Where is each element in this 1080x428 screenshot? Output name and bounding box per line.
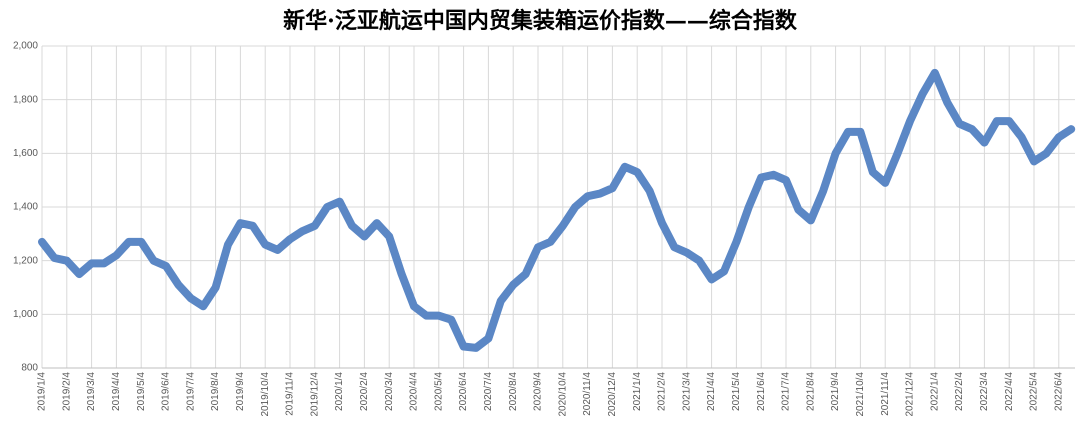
x-tick-label: 2021/9/4 [830, 372, 841, 411]
x-tick-label: 2022/6/4 [1053, 372, 1064, 411]
x-tick-label: 2022/5/4 [1029, 372, 1040, 411]
x-tick-label: 2020/10/4 [557, 372, 568, 417]
y-tick-label: 2,000 [13, 41, 38, 52]
x-tick-label: 2020/3/4 [384, 372, 395, 411]
x-tick-label: 2020/9/4 [533, 372, 544, 411]
x-tick-label: 2021/6/4 [756, 372, 767, 411]
y-tick-label: 1,400 [13, 202, 38, 213]
y-tick-label: 1,000 [13, 309, 38, 320]
y-tick-label: 1,800 [13, 94, 38, 105]
x-tick-label: 2020/7/4 [483, 372, 494, 411]
x-tick-label: 2021/11/4 [880, 372, 891, 416]
x-tick-label: 2019/5/4 [136, 372, 147, 411]
line-series [38, 68, 1076, 352]
x-tick-label: 2019/11/4 [285, 372, 296, 416]
x-tick-label: 2020/2/4 [359, 372, 370, 411]
x-tick-label: 2022/3/4 [979, 372, 990, 411]
x-tick-label: 2019/6/4 [161, 372, 172, 411]
x-tick-label: 2021/7/4 [781, 372, 792, 411]
x-tick-label: 2020/5/4 [433, 372, 444, 411]
x-tick-label: 2021/12/4 [905, 372, 916, 417]
x-tick-label: 2020/4/4 [409, 372, 420, 411]
x-tick-label: 2022/4/4 [1004, 372, 1015, 411]
x-tick-label: 2019/9/4 [235, 372, 246, 411]
y-tick-label: 1,600 [13, 148, 38, 159]
y-tick-label: 1,200 [13, 255, 38, 266]
x-tick-label: 2022/1/4 [929, 372, 940, 411]
x-tick-label: 2019/4/4 [111, 372, 122, 411]
x-tick-label: 2020/8/4 [508, 372, 519, 411]
x-tick-label: 2021/10/4 [855, 372, 866, 417]
x-tick-label: 2019/12/4 [309, 372, 320, 417]
x-tick-label: 2021/4/4 [706, 372, 717, 411]
x-tick-label: 2021/5/4 [731, 372, 742, 411]
y-tick-label: 800 [21, 363, 38, 374]
chart-title: 新华·泛亚航运中国内贸集装箱运价指数——综合指数 [283, 8, 798, 34]
x-tick-label: 2021/1/4 [632, 372, 643, 411]
x-tick-label: 2020/6/4 [458, 372, 469, 411]
x-tick-label: 2021/8/4 [805, 372, 816, 411]
x-tick-label: 2019/3/4 [86, 372, 97, 411]
x-tick-label: 2019/7/4 [185, 372, 196, 411]
x-tick-label: 2022/2/4 [954, 372, 965, 411]
x-tick-label: 2020/12/4 [607, 372, 618, 417]
x-tick-label: 2019/10/4 [260, 372, 271, 417]
x-tick-label: 2021/3/4 [681, 372, 692, 411]
x-tick-label: 2020/11/4 [582, 372, 593, 416]
x-tick-label: 2020/1/4 [334, 372, 345, 411]
x-tick-label: 2021/2/4 [657, 372, 668, 411]
x-tick-label: 2019/2/4 [61, 372, 72, 411]
x-tick-label: 2019/8/4 [210, 372, 221, 411]
x-tick-label: 2019/1/4 [37, 372, 48, 411]
